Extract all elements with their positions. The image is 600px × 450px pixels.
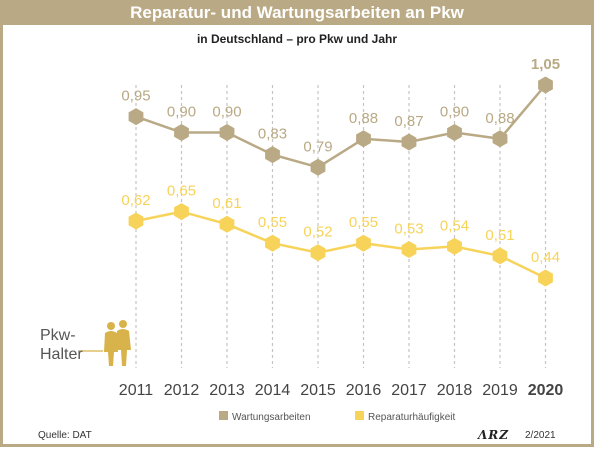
legend-swatch-wartung (219, 411, 228, 420)
wartung-point-2016 (356, 130, 371, 148)
legend-label-wartung: Wartungsarbeiten (232, 412, 311, 423)
wartung-point-2013 (219, 124, 235, 141)
legend-swatch-reparatur (355, 411, 364, 420)
wartung-point-2018 (447, 124, 462, 141)
reparatur-point-2020 (538, 269, 553, 287)
x-tick-label-2014: 2014 (255, 382, 291, 399)
x-tick-label-2020: 2020 (528, 382, 564, 399)
wartung-label-2013: 0,90 (212, 103, 241, 120)
x-tick-label-2018: 2018 (437, 382, 473, 399)
publication-date: 2/2021 (525, 430, 556, 441)
chart-title: Reparatur- und Wartungsarbeiten an Pkw (0, 0, 594, 25)
reparatur-point-2018 (447, 237, 462, 255)
reparatur-point-2014 (265, 234, 280, 252)
reparatur-label-2012: 0,65 (167, 183, 196, 200)
legend-label-reparatur: Reparaturhäufigkeit (368, 412, 455, 423)
x-tick-label-2011: 2011 (119, 382, 154, 399)
reparatur-label-2017: 0,53 (394, 221, 423, 238)
source-note: Quelle: DAT (38, 430, 92, 441)
reparatur-point-2011 (128, 212, 144, 230)
wartung-label-2012: 0,90 (167, 103, 196, 120)
wartung-label-2014: 0,83 (258, 126, 287, 143)
x-tick-label-2015: 2015 (300, 382, 336, 399)
wartung-label-2015: 0,79 (303, 138, 332, 155)
wartung-label-2016: 0,88 (349, 110, 378, 127)
reparatur-label-2016: 0,55 (349, 214, 378, 231)
person-icon-head-2 (119, 320, 127, 328)
reparatur-point-2012 (174, 203, 189, 221)
wartung-point-2019 (492, 130, 508, 148)
wartung-point-2017 (401, 133, 417, 151)
pkw-halter-line2: Halter (40, 346, 83, 363)
x-tick-label-2019: 2019 (482, 382, 518, 399)
wartung-point-2015 (310, 158, 326, 176)
reparatur-label-2013: 0,61 (212, 195, 241, 212)
arz-logo: ΛRZ (478, 428, 510, 442)
reparatur-label-2011: 0,62 (121, 192, 150, 209)
pkw-halter-line1: Pkw- (40, 327, 76, 344)
reparatur-point-2013 (219, 215, 235, 233)
chart-subtitle: in Deutschland – pro Pkw und Jahr (196, 32, 398, 46)
wartung-label-2020: 1,05 (531, 56, 560, 73)
person-icon-head-1 (107, 322, 115, 330)
wartung-label-2011: 0,95 (121, 88, 150, 105)
wartung-point-2014 (265, 146, 280, 164)
wartung-point-2011 (128, 108, 144, 126)
wartung-label-2018: 0,90 (440, 103, 469, 120)
reparatur-label-2014: 0,55 (258, 214, 287, 231)
reparatur-label-2015: 0,52 (303, 224, 332, 241)
reparatur-point-2015 (310, 244, 326, 262)
x-tick-label-2013: 2013 (209, 382, 245, 399)
person-icon-body-1 (104, 331, 118, 366)
reparatur-label-2020: 0,44 (531, 249, 560, 266)
pkw-halter-label: Pkw- Halter (40, 326, 83, 364)
reparatur-label-2019: 0,51 (485, 227, 514, 244)
reparatur-point-2019 (492, 247, 508, 265)
reparatur-label-2018: 0,54 (440, 217, 469, 234)
wartung-line (135, 84, 547, 169)
x-tick-label-2012: 2012 (164, 382, 200, 399)
person-icon-body-2 (116, 329, 131, 366)
wartung-label-2019: 0,88 (485, 110, 514, 127)
x-tick-label-2017: 2017 (391, 382, 427, 399)
wartung-point-2020 (538, 76, 553, 94)
reparatur-point-2017 (401, 241, 417, 258)
wartung-label-2017: 0,87 (394, 113, 423, 130)
wartung-point-2012 (174, 124, 189, 141)
reparatur-line (135, 210, 547, 280)
reparatur-point-2016 (356, 234, 371, 252)
x-tick-label-2016: 2016 (346, 382, 382, 399)
